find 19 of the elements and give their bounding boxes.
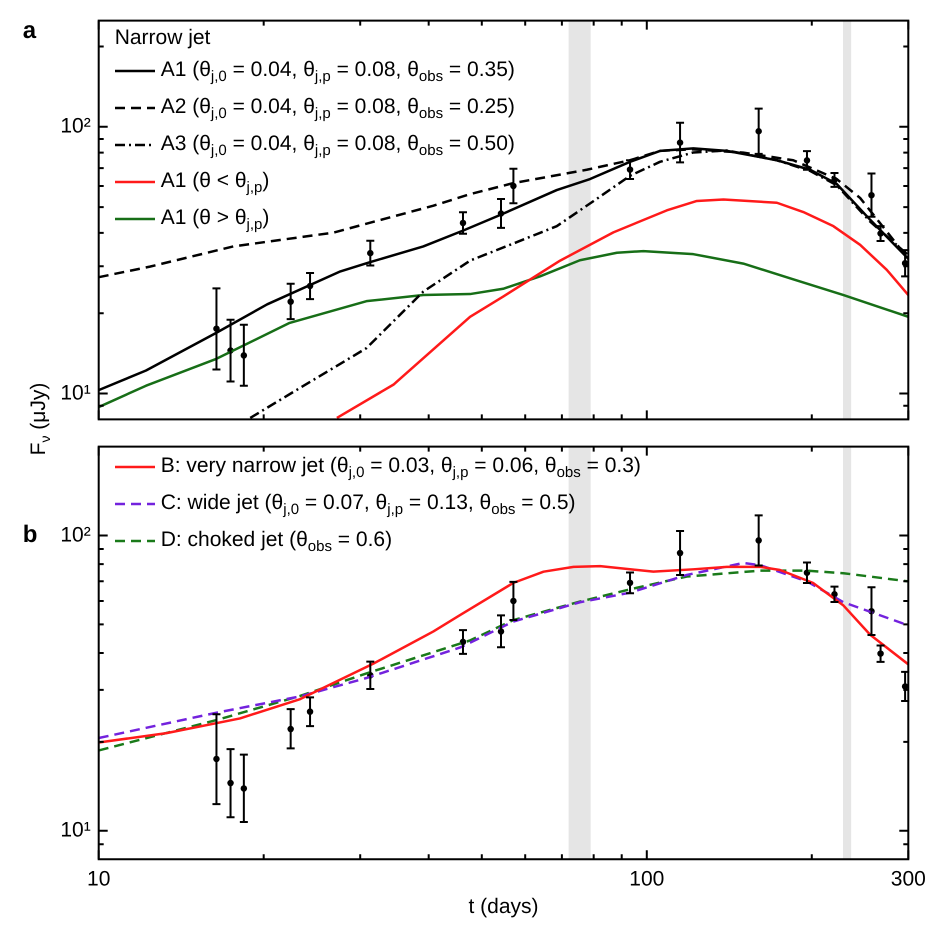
x-tick-label: 10 bbox=[87, 868, 110, 891]
y-tick-label: 10¹ bbox=[60, 818, 91, 842]
y-tick-label: 10² bbox=[60, 114, 91, 138]
legend-label: A1 (θ$_{j,0}$ = 0.04, θ$_{j,p}$ = 0.08, θ$_{obs}$ = 0.35) bbox=[160, 58, 515, 85]
x-tick-label: 300 bbox=[890, 868, 926, 891]
legend-label: A1 (θ < θ$_{j,p}$) bbox=[160, 168, 270, 196]
y-tick-label: 10¹ bbox=[60, 381, 91, 404]
x-axis-title: t (days) bbox=[468, 895, 539, 920]
legend-label: A3 (θ$_{j,0}$ = 0.04, θ$_{j,p}$ = 0.08, θ$_{obs}$ = 0.50) bbox=[160, 132, 515, 159]
chart-title: a bbox=[22, 16, 36, 44]
legend-label: A1 (θ > θ$_{j,p}$) bbox=[160, 206, 270, 233]
text: b bbox=[22, 520, 38, 548]
legend-label: B: very narrow jet (θ$_{j,0}$ = 0.03, θ$_{j,p}$ = 0.06, θ$_{obs}$ = 0.3) bbox=[160, 454, 641, 481]
y-tick-label: 10² bbox=[60, 523, 91, 546]
legend-title: Narrow jet bbox=[114, 25, 212, 52]
legend-label: C: wide jet (θ$_{j,0}$ = 0.07, θ$_{j,p}$ = 0.13, θ$_{obs}$ = 0.5) bbox=[160, 490, 576, 518]
legend-label: A2 (θ$_{j,0}$ = 0.04, θ$_{j,p}$ = 0.08, θ$_{obs}$ = 0.25) bbox=[160, 94, 515, 122]
legend-label: D: choked jet (θ$_{obs}$ = 0.6) bbox=[160, 528, 392, 555]
x-tick-label: 100 bbox=[629, 868, 664, 891]
